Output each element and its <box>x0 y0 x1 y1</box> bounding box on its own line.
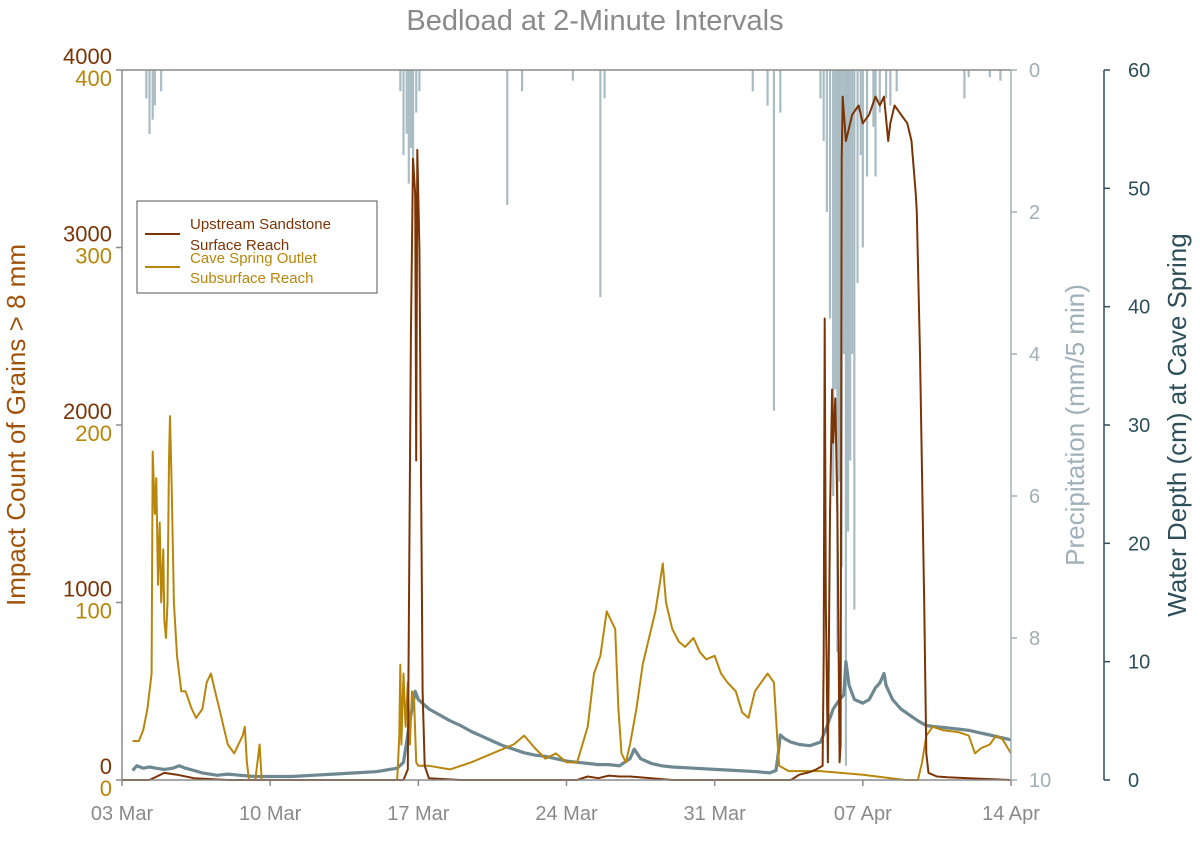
water-depth-line <box>131 660 1012 779</box>
legend-label-upstream-line2: Surface Reach <box>190 237 289 254</box>
legend-label-upstream-line1: Upstream Sandstone <box>190 216 331 233</box>
y-precip-label-3: 6 <box>1029 486 1040 508</box>
x-tick-label-2: 17 Mar <box>387 803 450 825</box>
cave-spring-line <box>132 415 1012 781</box>
y-left-upstream-label-4: 4000 <box>63 44 112 69</box>
y-left-cave-label-0: 0 <box>100 776 112 801</box>
y-depth-label-2: 20 <box>1128 533 1150 555</box>
y-axis-precipitation-label: Precipitation (mm/5 min) <box>1060 284 1090 566</box>
legend-box <box>136 200 378 294</box>
y-axis-water-depth-label: Water Depth (cm) at Cave Spring <box>1162 233 1192 616</box>
y-depth-label-4: 40 <box>1128 297 1150 319</box>
x-tick-label-1: 10 Mar <box>239 803 302 825</box>
y-left-upstream-label-3: 3000 <box>63 222 112 247</box>
precipitation-series <box>145 70 1002 766</box>
y-depth-label-5: 50 <box>1128 178 1150 200</box>
y-left-cave-label-3: 300 <box>75 244 112 269</box>
y-precip-label-1: 2 <box>1029 202 1040 224</box>
legend-label-cave-line2: Subsurface Reach <box>190 270 313 287</box>
y-depth-label-1: 10 <box>1128 652 1150 674</box>
x-axis: 03 Mar 10 Mar 17 Mar 24 Mar 31 Mar 07 Apr 14 A… <box>91 780 1040 825</box>
cave-spring-series <box>132 415 1012 781</box>
x-tick-label-5: 07 Apr <box>834 803 892 825</box>
y-left-cave-label-2: 200 <box>75 421 112 446</box>
y-precip-label-2: 4 <box>1029 344 1040 366</box>
y-axis-precipitation: 0 2 4 6 8 10 <box>1011 60 1051 792</box>
y-depth-label-0: 0 <box>1128 770 1139 792</box>
upstream-series <box>122 95 1012 781</box>
x-tick-label-4: 31 Mar <box>684 803 747 825</box>
y-left-upstream-label-2: 2000 <box>63 399 112 424</box>
plot-frame <box>121 69 1012 781</box>
x-tick-label-6: 14 Apr <box>982 803 1040 825</box>
x-tick-label-0: 03 Mar <box>91 803 154 825</box>
y-left-upstream-label-0: 0 <box>100 754 112 779</box>
legend: Upstream Sandstone Surface Reach Cave Sp… <box>136 200 378 294</box>
water-depth-series <box>131 660 1012 779</box>
y-axis-water-depth: 0 10 20 30 40 50 60 <box>1103 60 1150 792</box>
y-left-cave-label-1: 100 <box>75 599 112 624</box>
chart-title: Bedload at 2-Minute Intervals <box>406 5 783 37</box>
y-precip-label-5: 10 <box>1029 770 1051 792</box>
y-precip-label-0: 0 <box>1029 60 1040 82</box>
y-left-cave-label-4: 400 <box>75 66 112 91</box>
x-tick-label-3: 24 Mar <box>535 803 598 825</box>
y-precip-label-4: 8 <box>1029 628 1040 650</box>
y-axis-impact-label: Impact Count of Grains > 8 mm <box>1 244 31 606</box>
upstream-line <box>122 95 1012 781</box>
y-depth-label-3: 30 <box>1128 415 1150 437</box>
legend-label-cave-line1: Cave Spring Outlet <box>190 250 318 267</box>
y-left-upstream-label-1: 1000 <box>63 577 112 602</box>
y-depth-label-6: 60 <box>1128 60 1150 82</box>
